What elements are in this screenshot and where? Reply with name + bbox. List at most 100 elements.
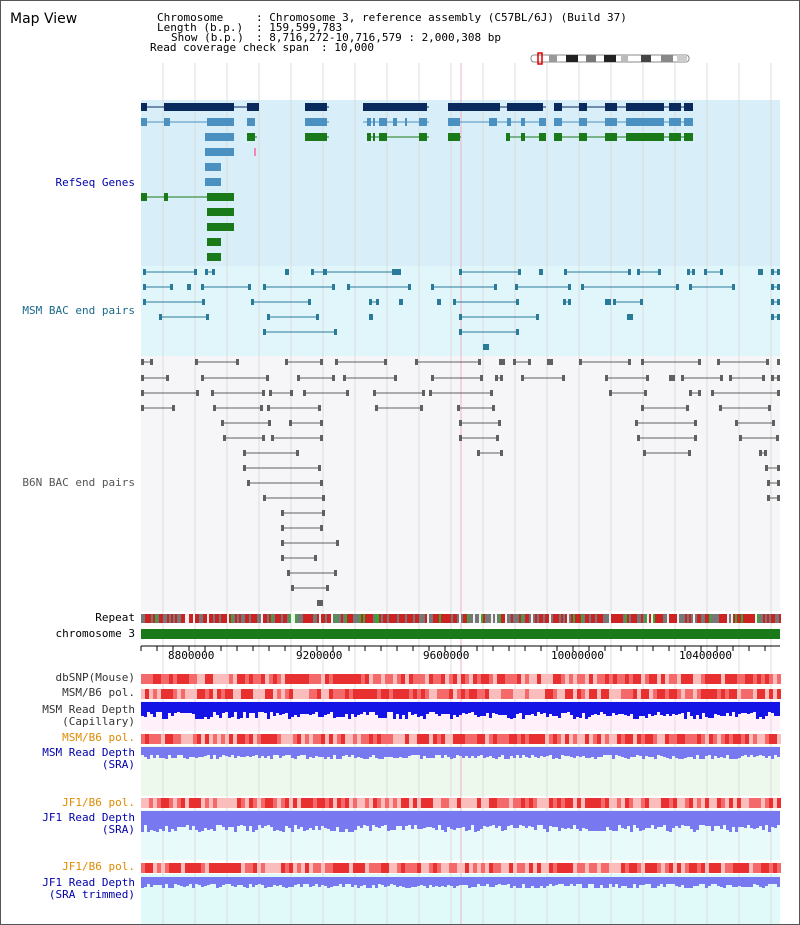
repeat-block	[227, 614, 229, 623]
density-cell	[757, 798, 761, 808]
depth-bar	[705, 747, 708, 756]
depth-bar	[414, 702, 417, 714]
density-cell	[541, 798, 545, 808]
msm-bac-label[interactable]: MSM BAC end pairs	[22, 304, 135, 317]
density-cell	[189, 798, 193, 808]
repeat-block	[505, 614, 507, 623]
density-cell	[181, 689, 185, 699]
density-cell	[329, 863, 333, 873]
bac-end	[320, 435, 323, 441]
b6n-bac-label[interactable]: B6N BAC end pairs	[22, 476, 135, 489]
density-cell	[761, 734, 765, 744]
depth-bar	[462, 702, 465, 713]
density-cell	[185, 674, 189, 684]
density-cell	[445, 798, 449, 808]
repeat-label[interactable]: Repeat	[95, 611, 135, 624]
depth-bar	[540, 811, 543, 825]
depth-bar	[360, 747, 363, 758]
depth-bar	[309, 702, 312, 715]
depth-bar	[645, 811, 648, 828]
depth-bar	[708, 702, 711, 718]
density-cell	[205, 689, 209, 699]
repeat-block	[147, 614, 149, 623]
jf1-b6-pol-2-label[interactable]: JF1/B6 pol.	[62, 860, 135, 873]
depth-bar	[441, 702, 444, 714]
jf1-b6-pol-label[interactable]: JF1/B6 pol.	[62, 796, 135, 809]
depth-bar	[708, 747, 711, 755]
density-cell	[301, 798, 305, 808]
dbsnp-label[interactable]: dbSNP(Mouse)	[55, 671, 135, 684]
repeat-block	[545, 614, 547, 623]
bac-end	[308, 299, 311, 305]
depth-bar	[639, 811, 642, 831]
density-cell	[617, 734, 621, 744]
bac-end	[518, 269, 521, 275]
depth-bar	[399, 702, 402, 719]
axis-tick-label: 10400000	[679, 649, 732, 662]
gene-exon	[521, 133, 525, 141]
density-cell	[745, 798, 749, 808]
density-cell	[693, 863, 697, 873]
bac-end	[281, 555, 284, 561]
depth-bar	[210, 702, 213, 717]
jf1-depth-trim-label-1[interactable]: JF1 Read Depth	[42, 876, 135, 889]
depth-bar	[243, 747, 246, 757]
msm-depth-sra-label-1[interactable]: MSM Read Depth	[42, 746, 135, 759]
depth-bar	[450, 811, 453, 829]
bac-end	[776, 435, 779, 441]
msm-b6-pol-label[interactable]: MSM/B6 pol.	[62, 686, 135, 699]
bac-end	[141, 375, 144, 381]
density-cell	[317, 863, 321, 873]
depth-bar	[579, 811, 582, 831]
density-cell	[329, 689, 333, 699]
depth-bar	[624, 747, 627, 758]
msm-depth-capillary-label-1[interactable]: MSM Read Depth	[42, 703, 135, 716]
repeat-block	[761, 614, 763, 623]
depth-bar	[711, 877, 714, 884]
density-cell	[173, 863, 177, 873]
repeat-block	[499, 614, 501, 623]
density-cell	[509, 863, 513, 873]
bac-end	[777, 480, 780, 486]
density-cell	[541, 674, 545, 684]
density-cell	[313, 674, 317, 684]
bac-end	[205, 269, 208, 275]
density-cell	[717, 863, 721, 873]
density-cell	[437, 674, 441, 684]
depth-bar	[504, 702, 507, 715]
density-cell	[505, 863, 509, 873]
density-cell	[141, 734, 145, 744]
density-cell	[565, 798, 569, 808]
depth-bar	[636, 877, 639, 888]
bac-end	[201, 284, 204, 290]
repeat-block	[433, 614, 435, 623]
repeat-block	[447, 614, 449, 623]
density-cell	[237, 734, 241, 744]
depth-bar	[324, 747, 327, 759]
repeat-block	[629, 614, 631, 623]
depth-bar	[486, 811, 489, 827]
density-cell	[357, 863, 361, 873]
jf1-depth-sra-label-1[interactable]: JF1 Read Depth	[42, 811, 135, 824]
density-cell	[261, 734, 265, 744]
msm-b6-pol-2-label[interactable]: MSM/B6 pol.	[62, 731, 135, 744]
density-cell	[733, 674, 737, 684]
depth-bar	[270, 877, 273, 887]
bac-end	[490, 390, 493, 396]
density-cell	[305, 798, 309, 808]
depth-bar	[252, 877, 255, 887]
depth-bar	[483, 702, 486, 716]
density-cell	[197, 798, 201, 808]
depth-bar	[660, 811, 663, 827]
repeat-block	[217, 614, 219, 623]
density-cell	[673, 689, 677, 699]
depth-bar	[150, 877, 153, 887]
density-cell	[441, 674, 445, 684]
depth-bar	[627, 747, 630, 759]
gene-exon	[141, 193, 147, 201]
depth-bar	[510, 811, 513, 825]
repeat-block	[511, 614, 513, 623]
refseq-genes-label[interactable]: RefSeq Genes	[55, 176, 135, 189]
density-cell	[301, 863, 305, 873]
gene-exon	[626, 118, 664, 126]
